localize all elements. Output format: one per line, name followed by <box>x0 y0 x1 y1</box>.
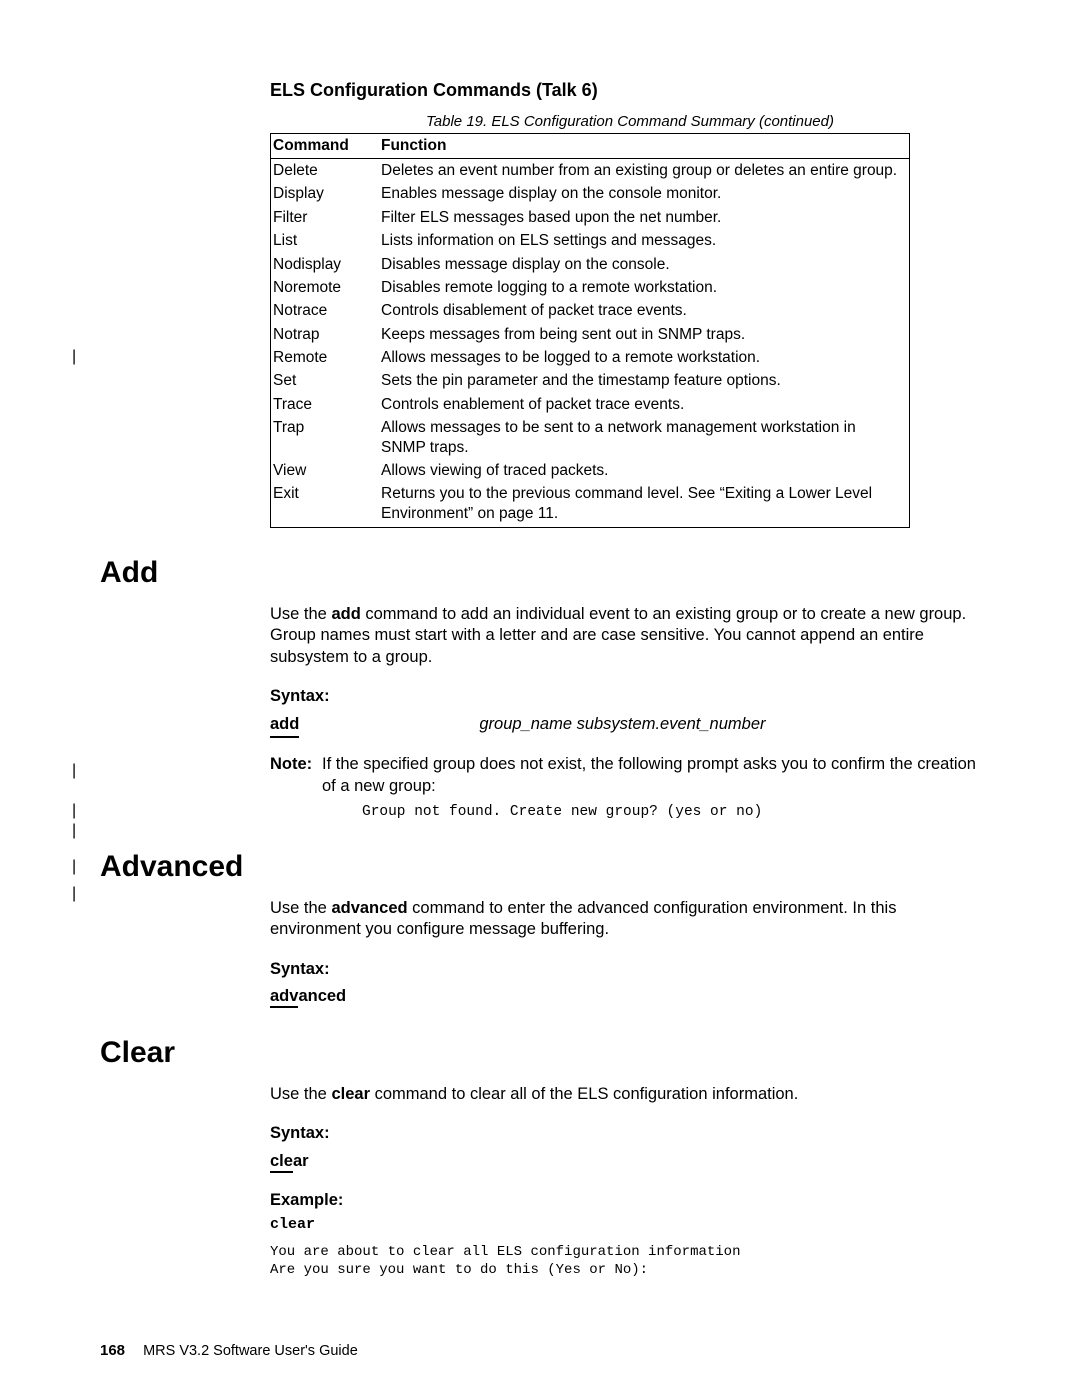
table-row: NodisplayDisables message display on the… <box>271 253 910 276</box>
heading-clear: Clear <box>100 1036 990 1070</box>
table-row: SetSets the pin parameter and the timest… <box>271 369 910 392</box>
command-summary-table: Command Function DeleteDeletes an event … <box>270 133 910 528</box>
table-row: FilterFilter ELS messages based upon the… <box>271 206 910 229</box>
table-row: ViewAllows viewing of traced packets. <box>271 459 910 482</box>
advanced-syntax: advanced <box>270 986 990 1007</box>
syntax-command: advanced <box>270 986 346 1007</box>
table-row: TrapAllows messages to be sent to a netw… <box>271 416 910 459</box>
change-mark: | <box>72 858 76 876</box>
th-command: Command <box>271 134 380 159</box>
cell-function: Disables remote logging to a remote work… <box>379 276 910 299</box>
cell-command: Noremote <box>271 276 380 299</box>
cell-command: Nodisplay <box>271 253 380 276</box>
cell-command: Exit <box>271 482 380 527</box>
th-function: Function <box>379 134 910 159</box>
cell-command: Display <box>271 182 380 205</box>
cell-command: View <box>271 459 380 482</box>
table-caption: Table 19. ELS Configuration Command Summ… <box>270 113 990 130</box>
clear-description: Use the clear command to clear all of th… <box>270 1084 990 1105</box>
cell-command: Notrap <box>271 323 380 346</box>
cell-command: Remote <box>271 346 380 369</box>
syntax-command: clear <box>270 1151 309 1172</box>
cell-function: Returns you to the previous command leve… <box>379 482 910 527</box>
page-number: 168 <box>100 1342 125 1359</box>
add-description: Use the add command to add an individual… <box>270 604 990 668</box>
change-mark: | <box>72 885 76 903</box>
change-mark: | <box>72 348 76 366</box>
table-row: DisplayEnables message display on the co… <box>271 182 910 205</box>
cell-function: Sets the pin parameter and the timestamp… <box>379 369 910 392</box>
cell-function: Allows messages to be sent to a network … <box>379 416 910 459</box>
heading-advanced: Advanced <box>100 850 990 884</box>
cell-command: Notrace <box>271 299 380 322</box>
add-note-mono: Group not found. Create new group? (yes … <box>362 803 990 822</box>
table-row: TraceControls enablement of packet trace… <box>271 393 910 416</box>
cell-function: Controls disablement of packet trace eve… <box>379 299 910 322</box>
cell-function: Keeps messages from being sent out in SN… <box>379 323 910 346</box>
table-row: ExitReturns you to the previous command … <box>271 482 910 527</box>
cell-function: Lists information on ELS settings and me… <box>379 229 910 252</box>
syntax-label: Syntax: <box>270 959 990 980</box>
table-row: ListLists information on ELS settings an… <box>271 229 910 252</box>
cell-function: Enables message display on the console m… <box>379 182 910 205</box>
example-output: You are about to clear all ELS configura… <box>270 1243 990 1279</box>
cell-function: Disables message display on the console. <box>379 253 910 276</box>
table-row: NotrapKeeps messages from being sent out… <box>271 323 910 346</box>
cell-command: Trace <box>271 393 380 416</box>
table-row: RemoteAllows messages to be logged to a … <box>271 346 910 369</box>
cell-function: Controls enablement of packet trace even… <box>379 393 910 416</box>
table-row: NoremoteDisables remote logging to a rem… <box>271 276 910 299</box>
page-footer: 168 MRS V3.2 Software User's Guide <box>100 1342 358 1359</box>
cell-command: Trap <box>271 416 380 459</box>
cell-command: Delete <box>271 159 380 183</box>
cell-function: Filter ELS messages based upon the net n… <box>379 206 910 229</box>
example-label: Example: <box>270 1190 990 1211</box>
syntax-command: add <box>270 714 299 738</box>
syntax-args: group_name subsystem.event_number <box>479 714 765 738</box>
running-header: ELS Configuration Commands (Talk 6) <box>270 80 990 101</box>
syntax-label: Syntax: <box>270 1123 990 1144</box>
cell-function: Allows viewing of traced packets. <box>379 459 910 482</box>
cell-command: List <box>271 229 380 252</box>
change-mark: | <box>72 822 76 840</box>
add-syntax: add group_name subsystem.event_number <box>270 714 990 738</box>
cell-command: Filter <box>271 206 380 229</box>
clear-syntax: clear <box>270 1151 990 1172</box>
cell-function: Allows messages to be logged to a remote… <box>379 346 910 369</box>
cell-command: Set <box>271 369 380 392</box>
syntax-label: Syntax: <box>270 686 990 707</box>
table-row: DeleteDeletes an event number from an ex… <box>271 159 910 183</box>
cell-function: Deletes an event number from an existing… <box>379 159 910 183</box>
example-command: clear <box>270 1215 990 1235</box>
footer-title: MRS V3.2 Software User's Guide <box>143 1343 358 1359</box>
table-row: NotraceControls disablement of packet tr… <box>271 299 910 322</box>
advanced-description: Use the advanced command to enter the ad… <box>270 898 990 941</box>
add-note: Note: If the specified group does not ex… <box>270 754 990 822</box>
change-mark: | <box>72 762 76 780</box>
heading-add: Add <box>100 556 990 590</box>
change-mark: | <box>72 802 76 820</box>
